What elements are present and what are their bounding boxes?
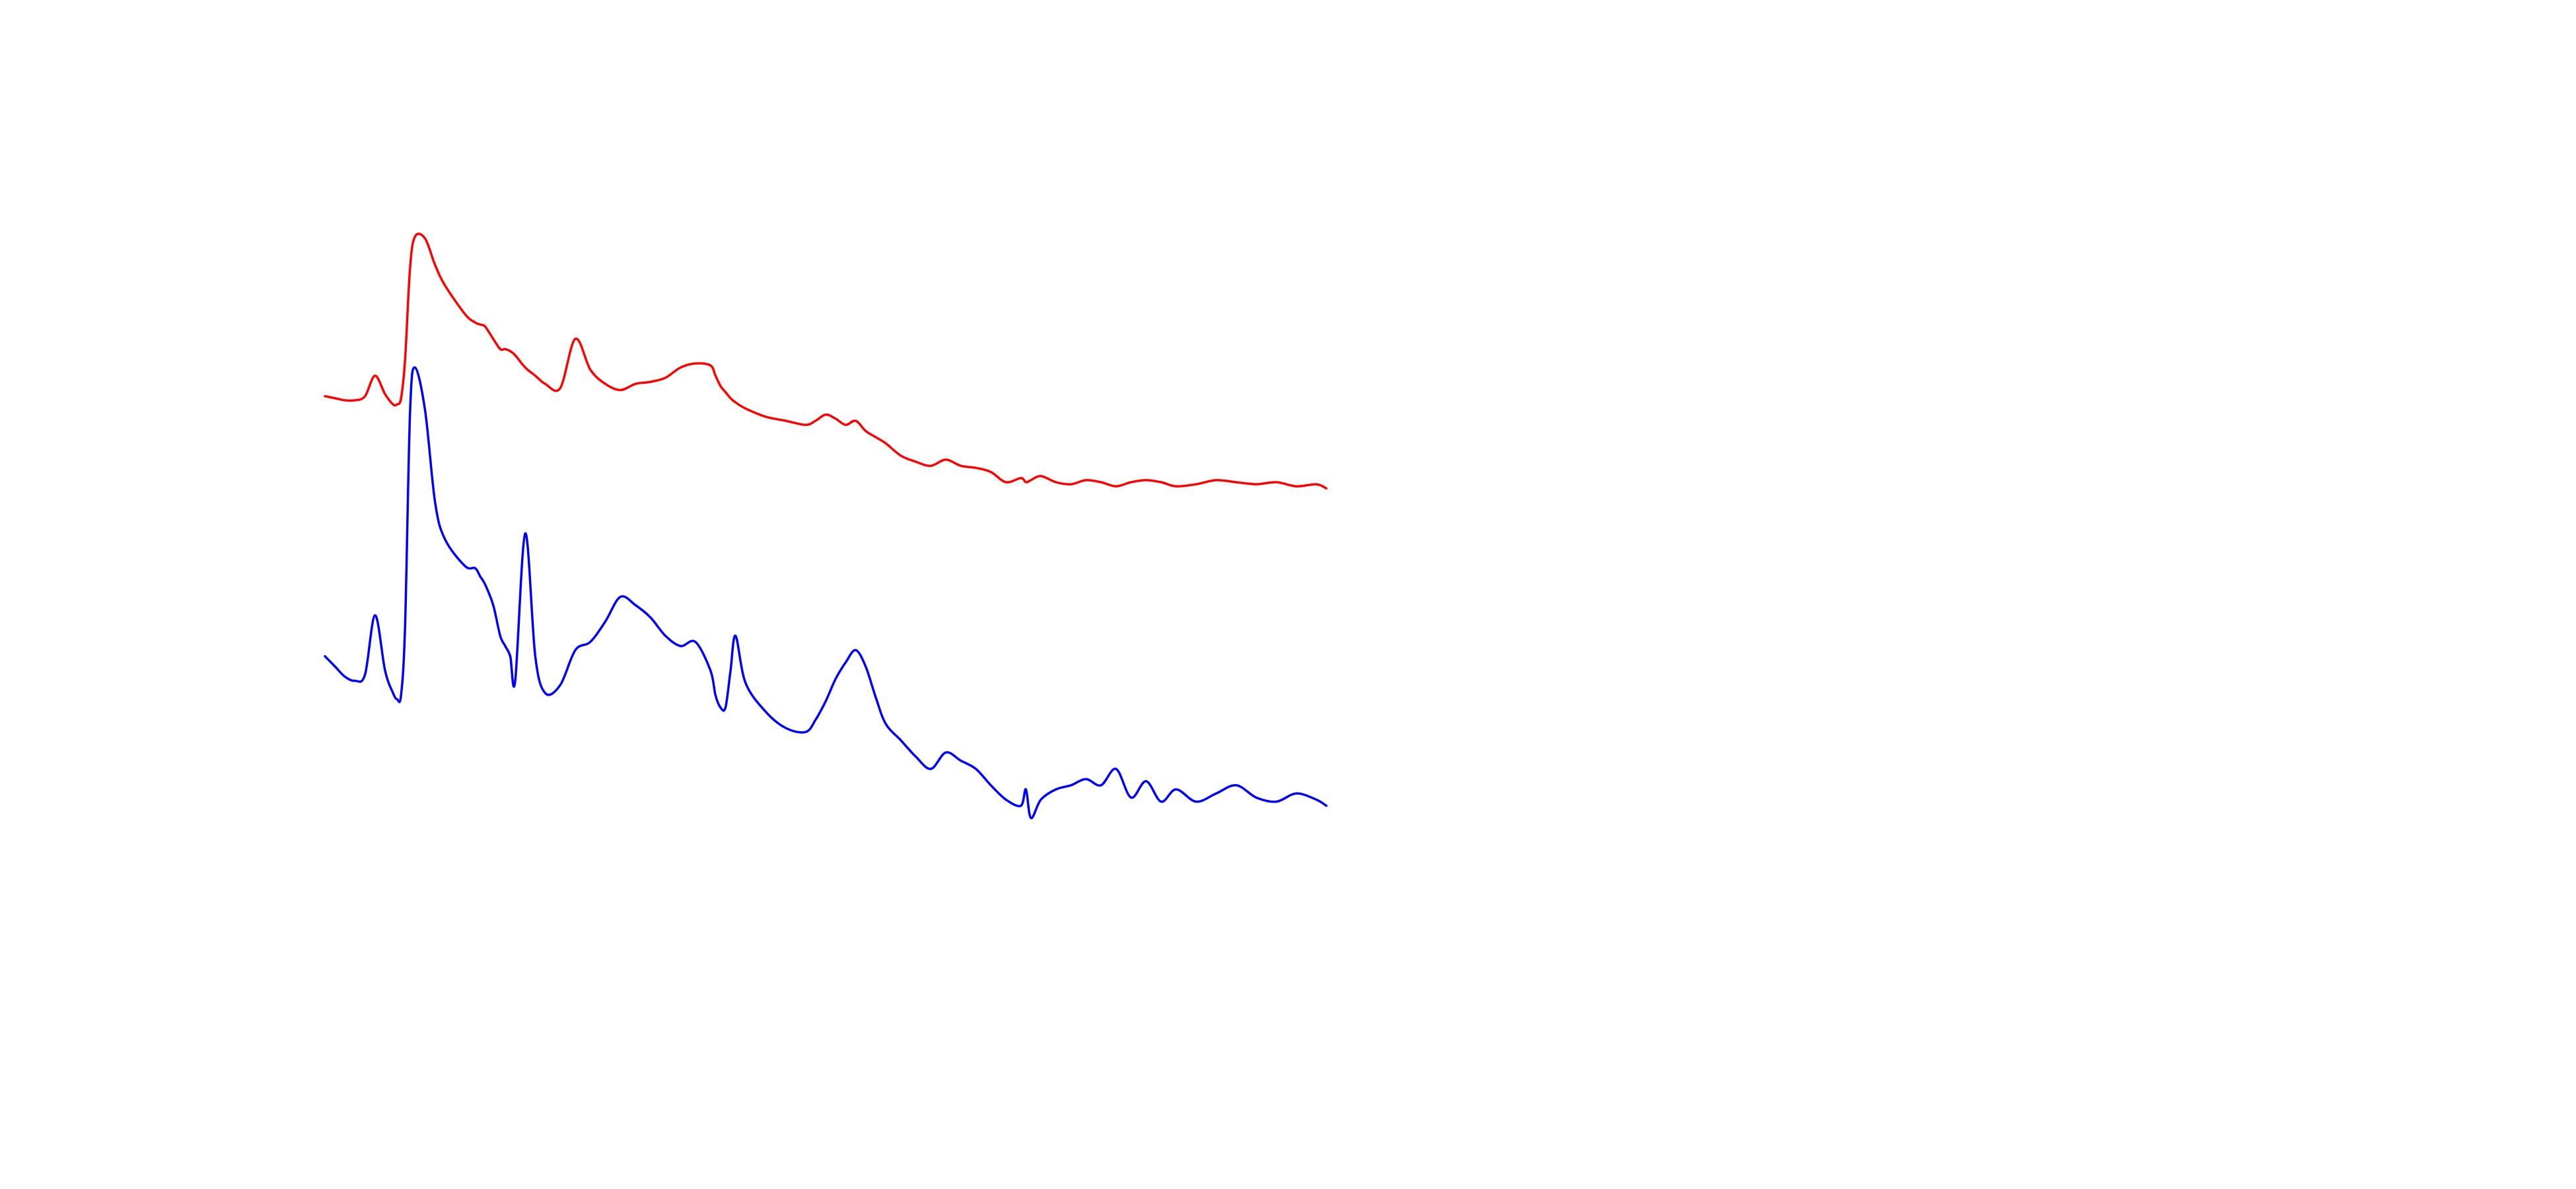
series-line-2 xyxy=(324,366,1328,820)
series-layer xyxy=(324,233,1328,820)
series-line-1 xyxy=(324,233,1328,490)
